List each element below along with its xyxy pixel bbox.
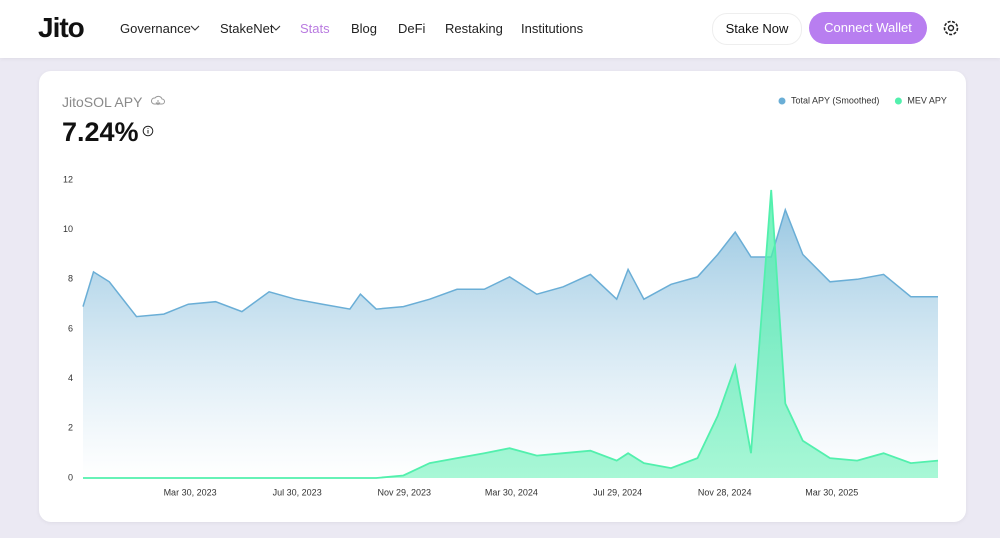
stake-button[interactable]: Stake Now xyxy=(712,13,802,45)
connect-button[interactable]: Connect Wallet xyxy=(809,12,927,44)
nav-link[interactable]: DeFi xyxy=(398,21,426,36)
series-line xyxy=(83,189,939,479)
legend-label: MEV APY xyxy=(907,95,947,105)
y-tick-label: 0 xyxy=(68,472,73,482)
nav-link[interactable]: Institutions xyxy=(521,21,584,36)
download-icon[interactable] xyxy=(151,95,165,107)
logo[interactable]: Jito xyxy=(38,12,85,43)
info-icon[interactable] xyxy=(142,125,154,137)
settings-icon[interactable] xyxy=(941,18,961,38)
y-tick-label: 12 xyxy=(63,174,73,184)
legend-label: Total APY (Smoothed) xyxy=(791,95,879,105)
nav-link[interactable]: Restaking xyxy=(445,21,503,36)
x-tick-label: Jul 29, 2024 xyxy=(593,487,642,497)
series-area xyxy=(83,189,938,478)
series-area xyxy=(83,209,938,479)
chevron xyxy=(190,25,200,31)
nav-link[interactable]: Governance xyxy=(120,21,191,36)
y-tick-label: 2 xyxy=(68,423,73,433)
nav-link[interactable]: Blog xyxy=(351,21,378,36)
y-tick-label: 6 xyxy=(68,323,73,333)
x-tick-label: Mar 30, 2023 xyxy=(164,487,217,497)
legend-swatch xyxy=(778,97,786,105)
chevron xyxy=(271,25,281,31)
nav-link[interactable]: Stats xyxy=(300,21,330,36)
x-tick-label: Nov 29, 2023 xyxy=(378,487,432,497)
nav-link[interactable]: StakeNet xyxy=(220,21,274,36)
legend-swatch xyxy=(894,97,902,105)
x-tick-label: Mar 30, 2025 xyxy=(805,487,858,497)
x-tick-label: Mar 30, 2024 xyxy=(485,487,538,497)
x-tick-label: Nov 28, 2024 xyxy=(698,487,752,497)
chart-title: JitoSOL APY xyxy=(62,94,143,110)
x-tick-label: Jul 30, 2023 xyxy=(273,487,322,497)
y-tick-label: 4 xyxy=(68,373,73,383)
y-tick-label: 8 xyxy=(68,274,73,284)
nav-bar: Jito Governance StakeNet Stats Blog DeFi Rest… xyxy=(0,0,1000,58)
headline-value: 7.24% xyxy=(62,117,139,147)
y-tick-label: 10 xyxy=(63,224,73,234)
series-line xyxy=(82,207,938,318)
